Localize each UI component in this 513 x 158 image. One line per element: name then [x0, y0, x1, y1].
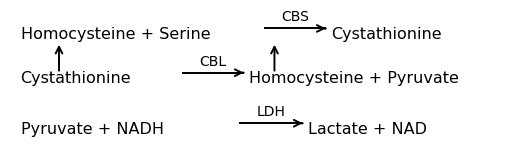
Text: Cystathionine: Cystathionine: [21, 72, 131, 86]
Text: Homocysteine + Serine: Homocysteine + Serine: [21, 27, 210, 42]
Text: Lactate + NAD: Lactate + NAD: [308, 122, 427, 137]
Text: Pyruvate + NADH: Pyruvate + NADH: [21, 122, 164, 137]
Text: CBS: CBS: [281, 10, 309, 24]
Text: Homocysteine + Pyruvate: Homocysteine + Pyruvate: [249, 72, 459, 86]
Text: CBL: CBL: [200, 55, 226, 69]
Text: Cystathionine: Cystathionine: [331, 27, 442, 42]
Text: LDH: LDH: [256, 105, 285, 119]
